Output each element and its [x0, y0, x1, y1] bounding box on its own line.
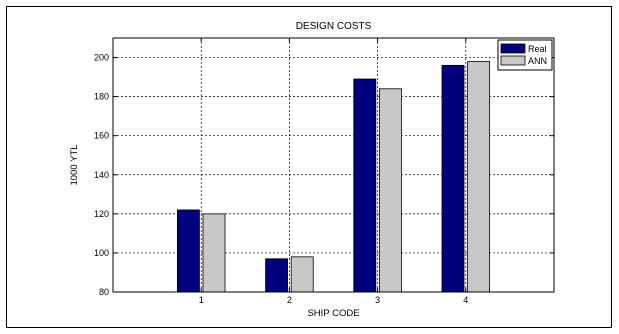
y-tick-label: 140 — [94, 170, 109, 180]
axis-box — [112, 37, 555, 293]
bar-real-2 — [265, 258, 289, 293]
y-tick-label: 180 — [94, 92, 109, 102]
bar-ann-4 — [467, 61, 491, 293]
y-axis-label: 1000 YTL — [69, 144, 80, 185]
bar-real-3 — [353, 78, 377, 293]
y-tick-label: 120 — [94, 209, 109, 219]
grid-layer — [113, 38, 554, 292]
y-tick-label: 160 — [94, 131, 109, 141]
x-tick-label: 2 — [287, 295, 292, 305]
chart-axes: 80 100 120 140 160 180 200 1 2 3 4 DESIGN COSTS SH… — [69, 21, 555, 319]
x-tick-label: 1 — [199, 295, 204, 305]
legend-label-real: Real — [528, 44, 547, 54]
bar-real-1 — [176, 209, 200, 293]
legend: Real ANN — [497, 39, 553, 71]
ticks-layer: 80 100 120 140 160 180 200 1 2 3 4 — [94, 38, 554, 305]
y-tick-label: 80 — [99, 287, 109, 297]
chart-title: DESIGN COSTS — [296, 21, 372, 32]
legend-swatch-ann — [500, 55, 526, 66]
legend-label-ann: ANN — [528, 56, 547, 66]
bar-ann-2 — [290, 256, 314, 293]
bar-real-4 — [441, 64, 465, 293]
y-tick-label: 200 — [94, 53, 109, 63]
x-tick-label: 4 — [463, 295, 468, 305]
x-axis-label: SHIP CODE — [307, 308, 359, 319]
bars-layer — [176, 61, 491, 293]
y-tick-label: 100 — [94, 248, 109, 258]
bar-ann-3 — [378, 88, 402, 293]
x-tick-label: 3 — [375, 295, 380, 305]
legend-swatch-real — [500, 43, 526, 54]
bar-ann-1 — [202, 213, 226, 293]
